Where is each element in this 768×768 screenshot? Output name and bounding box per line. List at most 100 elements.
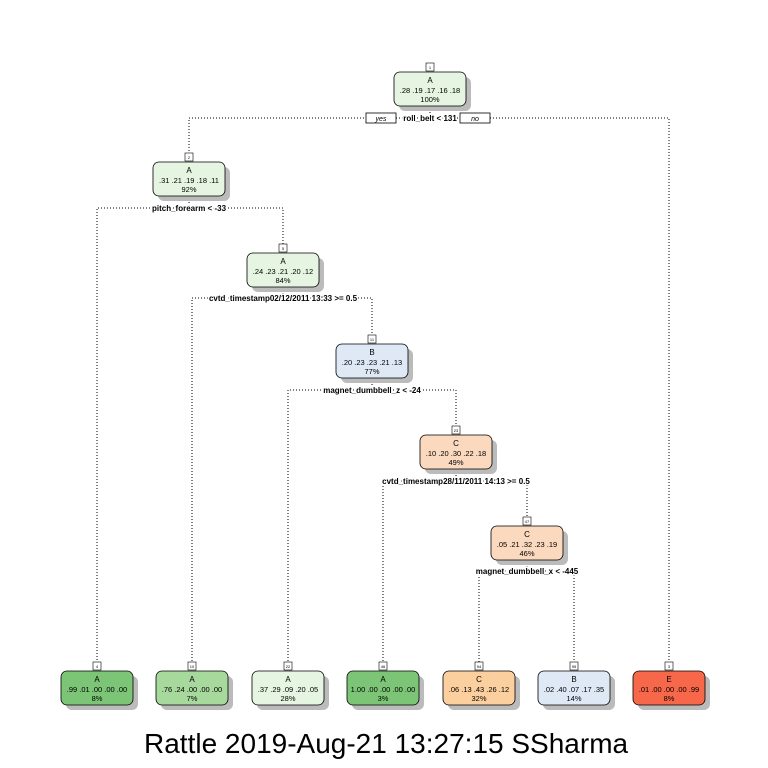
node-class: E [666, 675, 671, 684]
node-id-text: 2 [188, 155, 191, 160]
node-percent: 3% [378, 694, 389, 703]
node-percent: 8% [92, 694, 103, 703]
node-probs: .01 .00 .00 .00 .99 [639, 685, 699, 694]
node-box [246, 252, 320, 288]
tree-edge [189, 207, 284, 245]
yes-text: yes [375, 116, 387, 123]
split-label: pitch_forearm < -33 [152, 204, 227, 213]
tree-edge [430, 117, 670, 663]
split-label: cvtd_timestamp28/11/2011 14:13 >= 0.5 [382, 477, 530, 486]
node-probs: .31 .21 .19 .18 .11 [159, 176, 219, 185]
node-box [251, 670, 325, 706]
node-id-tag [283, 661, 293, 671]
tree-edge [96, 207, 189, 663]
split-label: cvtd_timestamp02/12/2011 13:33 >= 0.5 [209, 294, 358, 303]
node-id-text: 5 [282, 246, 285, 251]
node-id-text: 3 [668, 664, 671, 669]
node-box [346, 670, 420, 706]
node-probs: .37 .29 .09 .20 .05 [258, 685, 318, 694]
node-box [419, 434, 493, 470]
node-id-tag [522, 516, 532, 526]
tree-edges [96, 106, 670, 663]
node-id-text: 47 [525, 519, 530, 524]
tree-edge [283, 297, 373, 336]
rattle-caption: Rattle 2019-Aug-21 13:27:15 SSharma [144, 728, 629, 759]
node-percent: 8% [664, 694, 675, 703]
node-class: A [186, 166, 192, 175]
node-box [335, 343, 409, 379]
tree-edge [372, 389, 457, 427]
node-box [442, 670, 516, 706]
node-box [152, 161, 226, 197]
node-id-text: 1 [429, 65, 432, 70]
no-branch-label: no [459, 112, 491, 124]
node-percent: 7% [187, 694, 198, 703]
node-percent: 100% [420, 95, 440, 104]
node-class: C [524, 530, 530, 539]
node-box [490, 525, 564, 561]
node-class: C [476, 675, 482, 684]
decision-tree-diagram: roll_belt < 131 pitch_forearm < -33 cvtd_t… [60, 62, 710, 710]
node-class: A [94, 675, 100, 684]
tree-edge [478, 570, 527, 663]
node-id-tag [378, 661, 388, 671]
node-box [60, 670, 134, 706]
node-class: C [453, 439, 459, 448]
node-box [155, 670, 229, 706]
tree-edge [188, 117, 430, 154]
node-percent: 28% [280, 694, 295, 703]
node-percent: 49% [448, 458, 463, 467]
node-percent: 14% [566, 694, 581, 703]
tree-node-3: 3 E.01 .00 .00 .00 .998% [632, 661, 710, 710]
node-id-tag [664, 661, 674, 671]
node-box [537, 670, 611, 706]
node-id-text: 95 [572, 664, 577, 669]
node-probs: 1.00 .00 .00 .00 .00 [351, 685, 416, 694]
node-id-tag [184, 152, 194, 162]
node-probs: .05 .21 .32 .23 .19 [497, 540, 557, 549]
node-id-text: 10 [190, 664, 195, 669]
tree-edge [456, 480, 528, 518]
tree-node-46: 46 A1.00 .00 .00 .00 .003% [346, 661, 424, 710]
tree-edge [382, 480, 456, 663]
node-id-text: 23 [454, 428, 459, 433]
node-box [393, 71, 467, 107]
node-id-tag [187, 661, 197, 671]
node-probs: .76 .24 .00 .00 .00 [162, 685, 222, 694]
node-probs: .24 .23 .21 .20 .12 [253, 267, 313, 276]
node-id-tag [474, 661, 484, 671]
node-id-tag [451, 425, 461, 435]
node-class: A [280, 257, 286, 266]
node-probs: .02 .40 .07 .17 .35 [544, 685, 604, 694]
node-class: A [285, 675, 291, 684]
node-probs: .99 .01 .00 .00 .00 [67, 685, 127, 694]
node-id-tag [92, 661, 102, 671]
yes-branch-label: yes [365, 112, 397, 124]
node-id-text: 22 [286, 664, 291, 669]
tree-edge [287, 389, 372, 663]
node-probs: .10 .20 .30 .22 .18 [426, 449, 486, 458]
node-id-tag [367, 334, 377, 344]
node-id-text: 94 [477, 664, 482, 669]
node-class: A [189, 675, 195, 684]
node-class: B [369, 348, 374, 357]
node-percent: 46% [519, 549, 534, 558]
node-percent: 77% [364, 367, 379, 376]
node-id-tag [425, 62, 435, 72]
node-probs: .06 .13 .43 .26 .12 [449, 685, 509, 694]
node-id-tag [278, 243, 288, 253]
node-probs: .20 .23 .23 .21 .13 [342, 358, 402, 367]
node-percent: 92% [181, 185, 196, 194]
node-box [632, 670, 706, 706]
node-class: A [427, 76, 433, 85]
node-id-text: 11 [370, 337, 375, 342]
